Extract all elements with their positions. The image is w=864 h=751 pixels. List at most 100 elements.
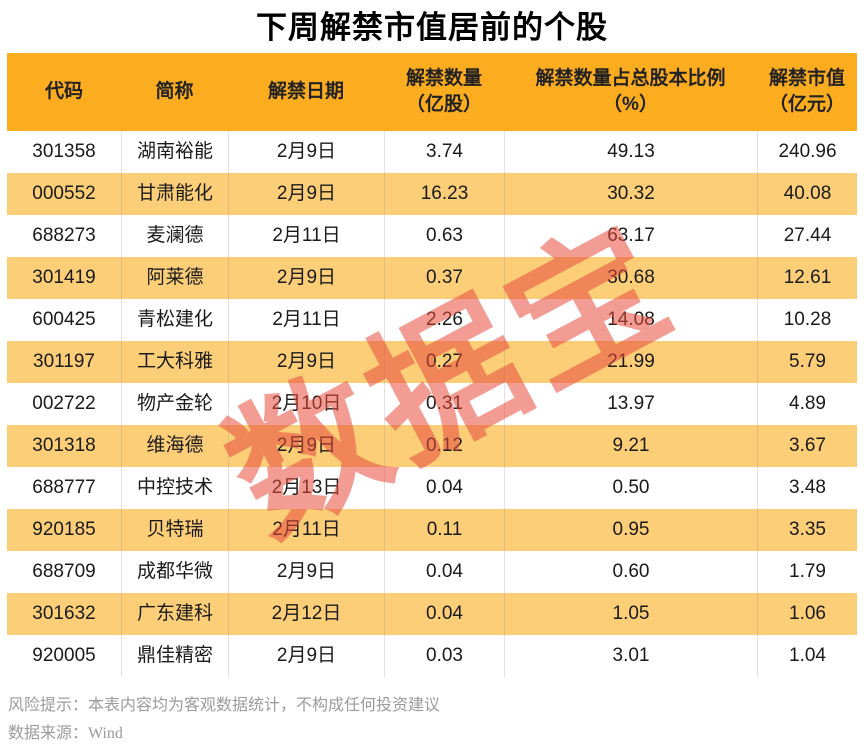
- table-cell: 301358: [32, 141, 96, 162]
- table-cell: 贝特瑞: [121, 509, 228, 551]
- risk-note: 风险提示：本表内容均为客观数据统计，不构成任何投资建议: [8, 697, 441, 714]
- table-cell: 49.13: [504, 131, 757, 173]
- table-cell: 12.61: [757, 257, 857, 299]
- table-row: 301197 工大科雅 2月9日 0.27 21.99 5.79: [7, 341, 857, 383]
- table-cell: 湖南裕能: [121, 131, 228, 173]
- table-cell: 14.08: [504, 299, 757, 341]
- data-source: 数据来源：Wind: [8, 725, 123, 742]
- table-cell: 2月9日: [228, 131, 384, 173]
- table-cell: 0.04: [384, 593, 504, 635]
- table-row: 600425 青松建化 2月11日 2.26 14.08 10.28: [7, 299, 857, 341]
- table-cell: 1.79: [757, 551, 857, 593]
- table-cell: 2月9日: [228, 551, 384, 593]
- table-cell: 0.11: [384, 509, 504, 551]
- table-row: 920185 贝特瑞 2月11日 0.11 0.95 3.35: [7, 509, 857, 551]
- table-cell: 3.48: [757, 467, 857, 509]
- table-cell: 2.26: [384, 299, 504, 341]
- table-cell: 2月13日: [228, 467, 384, 509]
- table-cell: 0.04: [384, 467, 504, 509]
- table-row: 688777 中控技术 2月13日 0.04 0.50 3.48: [7, 467, 857, 509]
- table-cell: 000552: [32, 183, 96, 204]
- column-header: 解禁日期: [267, 81, 344, 102]
- table-cell: 4.89: [757, 383, 857, 425]
- table-cell: 3.74: [384, 131, 504, 173]
- column-header: 解禁市值 （亿元）: [768, 68, 845, 115]
- table-row: 301358 湖南裕能 2月9日 3.74 49.13 240.96: [7, 131, 857, 173]
- table-cell: 3.67: [757, 425, 857, 467]
- table-cell: 2月11日: [228, 299, 384, 341]
- table-cell: 13.97: [504, 383, 757, 425]
- table-cell: 物产金轮: [121, 383, 228, 425]
- table-header-row: 代码 简称 解禁日期 解禁数量 （亿股） 解禁数量占总股本比例 （%） 解禁市值 （亿元）: [7, 53, 857, 131]
- table-row: 000552 甘肃能化 2月9日 16.23 30.32 40.08: [7, 173, 857, 215]
- table-cell: 920005: [32, 645, 96, 666]
- table-row: 688273 麦澜德 2月11日 0.63 63.17 27.44: [7, 215, 857, 257]
- table-row: 920005 鼎佳精密 2月9日 0.03 3.01 1.04: [7, 635, 857, 677]
- table-cell: 27.44: [757, 215, 857, 257]
- table-cell: 2月9日: [228, 425, 384, 467]
- table-cell: 3.35: [757, 509, 857, 551]
- table-cell: 甘肃能化: [121, 173, 228, 215]
- table-cell: 1.04: [757, 635, 857, 677]
- table-body: 301358 湖南裕能 2月9日 3.74 49.13 240.96 000552 甘肃能化 2…: [7, 131, 857, 677]
- table-cell: 工大科雅: [121, 341, 228, 383]
- table-cell: 0.95: [504, 509, 757, 551]
- table-cell: 2月10日: [228, 383, 384, 425]
- table-cell: 3.01: [504, 635, 757, 677]
- table-cell: 240.96: [757, 131, 857, 173]
- table-cell: 0.04: [384, 551, 504, 593]
- table-cell: 2月9日: [228, 257, 384, 299]
- table-cell: 1.06: [757, 593, 857, 635]
- table-cell: 0.27: [384, 341, 504, 383]
- table-cell: 0.37: [384, 257, 504, 299]
- column-header: 解禁数量占总股本比例 （%）: [535, 68, 726, 115]
- table-row: 688709 成都华微 2月9日 0.04 0.60 1.79: [7, 551, 857, 593]
- table-cell: 5.79: [757, 341, 857, 383]
- table-cell: 2月11日: [228, 509, 384, 551]
- table-cell: 青松建化: [121, 299, 228, 341]
- table-cell: 21.99: [504, 341, 757, 383]
- table-cell: 16.23: [384, 173, 504, 215]
- table-cell: 301318: [32, 435, 96, 456]
- table-cell: 9.21: [504, 425, 757, 467]
- unlock-table: 代码 简称 解禁日期 解禁数量 （亿股） 解禁数量占总股本比例 （%） 解禁市值 （亿元） 30…: [7, 53, 857, 677]
- table-cell: 30.32: [504, 173, 757, 215]
- table-row: 002722 物产金轮 2月10日 0.31 13.97 4.89: [7, 383, 857, 425]
- table-row: 301419 阿莱德 2月9日 0.37 30.68 12.61: [7, 257, 857, 299]
- table-cell: 鼎佳精密: [121, 635, 228, 677]
- page-title: 下周解禁市值居前的个股: [256, 10, 608, 45]
- table-cell: 688709: [32, 561, 96, 582]
- table-cell: 维海德: [121, 425, 228, 467]
- table-cell: 688777: [32, 477, 96, 498]
- table-cell: 成都华微: [121, 551, 228, 593]
- table-cell: 301419: [32, 267, 96, 288]
- table-cell: 0.03: [384, 635, 504, 677]
- table-cell: 63.17: [504, 215, 757, 257]
- table-cell: 0.50: [504, 467, 757, 509]
- table-cell: 10.28: [757, 299, 857, 341]
- column-header: 简称: [155, 81, 194, 102]
- table-row: 301632 广东建科 2月12日 0.04 1.05 1.06: [7, 593, 857, 635]
- table-cell: 0.12: [384, 425, 504, 467]
- table-cell: 2月9日: [228, 173, 384, 215]
- table-cell: 中控技术: [121, 467, 228, 509]
- column-header: 代码: [44, 81, 83, 102]
- table-cell: 688273: [32, 225, 96, 246]
- column-header: 解禁数量 （亿股）: [405, 68, 482, 115]
- table-cell: 麦澜德: [121, 215, 228, 257]
- table-cell: 40.08: [757, 173, 857, 215]
- table-cell: 920185: [32, 519, 96, 540]
- table-cell: 2月9日: [228, 341, 384, 383]
- table-cell: 600425: [32, 309, 96, 330]
- table-cell: 002722: [32, 393, 96, 414]
- table-cell: 2月11日: [228, 215, 384, 257]
- table-row: 301318 维海德 2月9日 0.12 9.21 3.67: [7, 425, 857, 467]
- table-cell: 2月9日: [228, 635, 384, 677]
- table-cell: 2月12日: [228, 593, 384, 635]
- table-cell: 30.68: [504, 257, 757, 299]
- table-cell: 301632: [32, 603, 96, 624]
- table-footer: 风险提示：本表内容均为客观数据统计，不构成任何投资建议 数据来源：Wind: [8, 692, 440, 748]
- table-cell: 1.05: [504, 593, 757, 635]
- table-cell: 301197: [33, 351, 95, 372]
- table-cell: 0.63: [384, 215, 504, 257]
